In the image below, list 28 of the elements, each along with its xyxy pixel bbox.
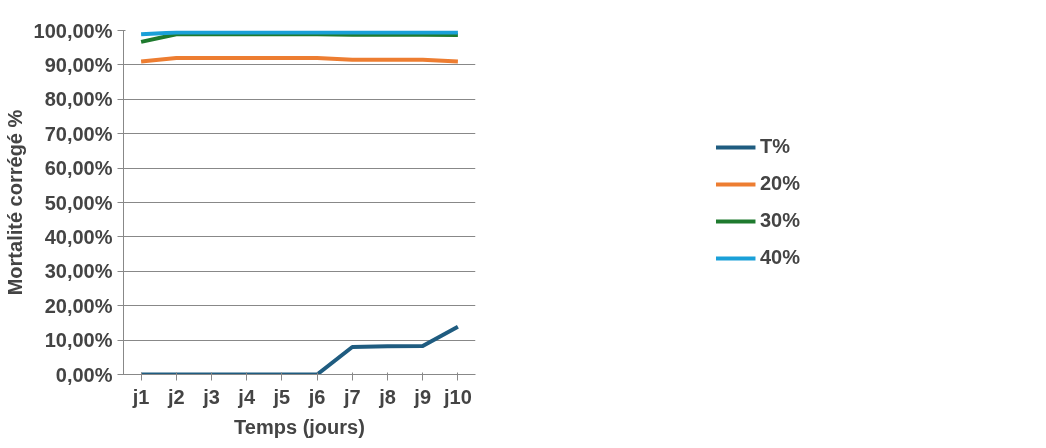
y-tick-label: 20,00%: [44, 294, 113, 317]
x-tick-label: j3: [202, 385, 220, 408]
x-tick-label: j8: [378, 385, 396, 408]
line-series: [139, 324, 460, 375]
x-tick-label: j2: [166, 385, 185, 408]
y-tick-label: 60,00%: [44, 157, 113, 180]
y-tick-label: 30,00%: [44, 260, 113, 283]
x-tick-label: j5: [272, 385, 291, 408]
x-tick-label: j1: [131, 385, 150, 408]
x-tick-label: j10: [443, 385, 472, 408]
x-tick-label: j6: [307, 385, 326, 408]
x-axis-title: Temps (jours): [234, 415, 365, 438]
legend-label: 20%: [759, 172, 801, 195]
y-axis-title: Mortalité corrégé %: [3, 109, 26, 296]
y-tick-label: 50,00%: [44, 191, 113, 214]
y-tick-label: 100,00%: [33, 19, 113, 42]
legend-label: 30%: [759, 209, 801, 232]
y-tick-label: 10,00%: [44, 329, 113, 352]
legend-label: 40%: [759, 246, 801, 269]
y-tick-label: 0,00%: [55, 363, 113, 386]
x-tick-label: j7: [342, 385, 361, 408]
y-tick-label: 40,00%: [44, 225, 113, 248]
y-tick-label: 90,00%: [44, 53, 113, 76]
y-tick-label: 80,00%: [44, 88, 113, 111]
legend-label: T%: [759, 135, 790, 158]
y-tick-label: 70,00%: [44, 122, 113, 145]
x-tick-label: j9: [413, 385, 432, 408]
x-tick-label: j4: [237, 385, 256, 408]
